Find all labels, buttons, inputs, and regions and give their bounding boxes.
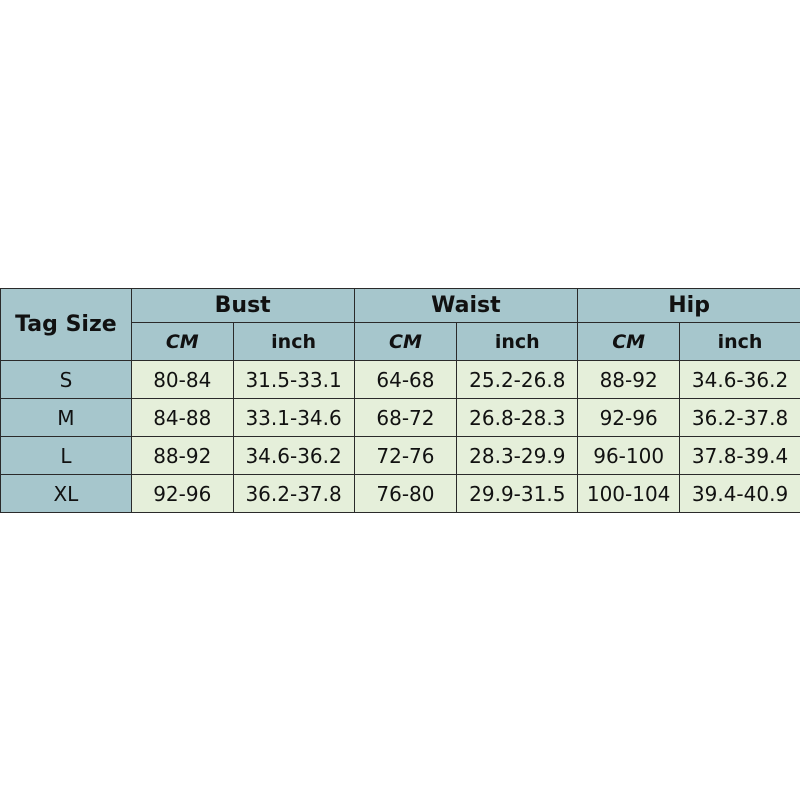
waist-cm-header: CM xyxy=(353,322,458,361)
bust-cm-header: CM xyxy=(130,322,234,361)
measurement-cell: 84-88 xyxy=(130,398,234,437)
hip-cm-header: CM xyxy=(577,322,681,361)
table-row: XL 92-96 36.2-37.8 76-80 29.9-31.5 100-104 39.… xyxy=(0,474,800,513)
measurement-cell: 37.8-39.4 xyxy=(679,436,800,475)
hip-header: Hip xyxy=(577,288,800,323)
measurement-cell: 36.2-37.8 xyxy=(679,398,800,437)
size-cell: XL xyxy=(0,474,132,513)
measurement-cell: 88-92 xyxy=(130,436,234,475)
waist-inch-header: inch xyxy=(456,322,579,361)
measurement-cell: 29.9-31.5 xyxy=(456,474,579,513)
measurement-cell: 96-100 xyxy=(577,436,681,475)
measurement-cell: 92-96 xyxy=(130,474,234,513)
measurement-cell: 34.6-36.2 xyxy=(679,360,800,399)
measurement-cell: 64-68 xyxy=(353,360,458,399)
measurement-cell: 25.2-26.8 xyxy=(456,360,579,399)
size-cell: M xyxy=(0,398,132,437)
tag-size-header: Tag Size xyxy=(0,288,132,361)
measurement-cell: 33.1-34.6 xyxy=(232,398,355,437)
measurement-cell: 72-76 xyxy=(353,436,458,475)
table-row: L 88-92 34.6-36.2 72-76 28.3-29.9 96-100 37.8-… xyxy=(0,436,800,475)
measurement-cell: 100-104 xyxy=(577,474,681,513)
size-cell: L xyxy=(0,436,132,475)
measurement-cell: 88-92 xyxy=(577,360,681,399)
measurement-cell: 34.6-36.2 xyxy=(232,436,355,475)
size-chart-table: Tag Size Bust Waist Hip CM inch CM inch … xyxy=(0,288,800,513)
measurement-cell: 28.3-29.9 xyxy=(456,436,579,475)
measurement-cell: 26.8-28.3 xyxy=(456,398,579,437)
hip-inch-header: inch xyxy=(679,322,800,361)
group-header-row: Tag Size Bust Waist Hip xyxy=(0,288,800,361)
measurement-cell: 68-72 xyxy=(353,398,458,437)
table-row: M 84-88 33.1-34.6 68-72 26.8-28.3 92-96 36.2-3… xyxy=(0,398,800,437)
waist-header: Waist xyxy=(353,288,579,323)
table-row: S 80-84 31.5-33.1 64-68 25.2-26.8 88-92 34.6-3… xyxy=(0,360,800,399)
measurement-cell: 39.4-40.9 xyxy=(679,474,800,513)
unit-header-row: CM inch CM inch CM inch xyxy=(1,322,800,361)
measurement-cell: 36.2-37.8 xyxy=(232,474,355,513)
measurement-cell: 76-80 xyxy=(353,474,458,513)
bust-header: Bust xyxy=(130,288,355,323)
measurement-cell: 92-96 xyxy=(577,398,681,437)
measurement-cell: 31.5-33.1 xyxy=(232,360,355,399)
measurement-cell: 80-84 xyxy=(130,360,234,399)
bust-inch-header: inch xyxy=(232,322,355,361)
size-cell: S xyxy=(0,360,132,399)
